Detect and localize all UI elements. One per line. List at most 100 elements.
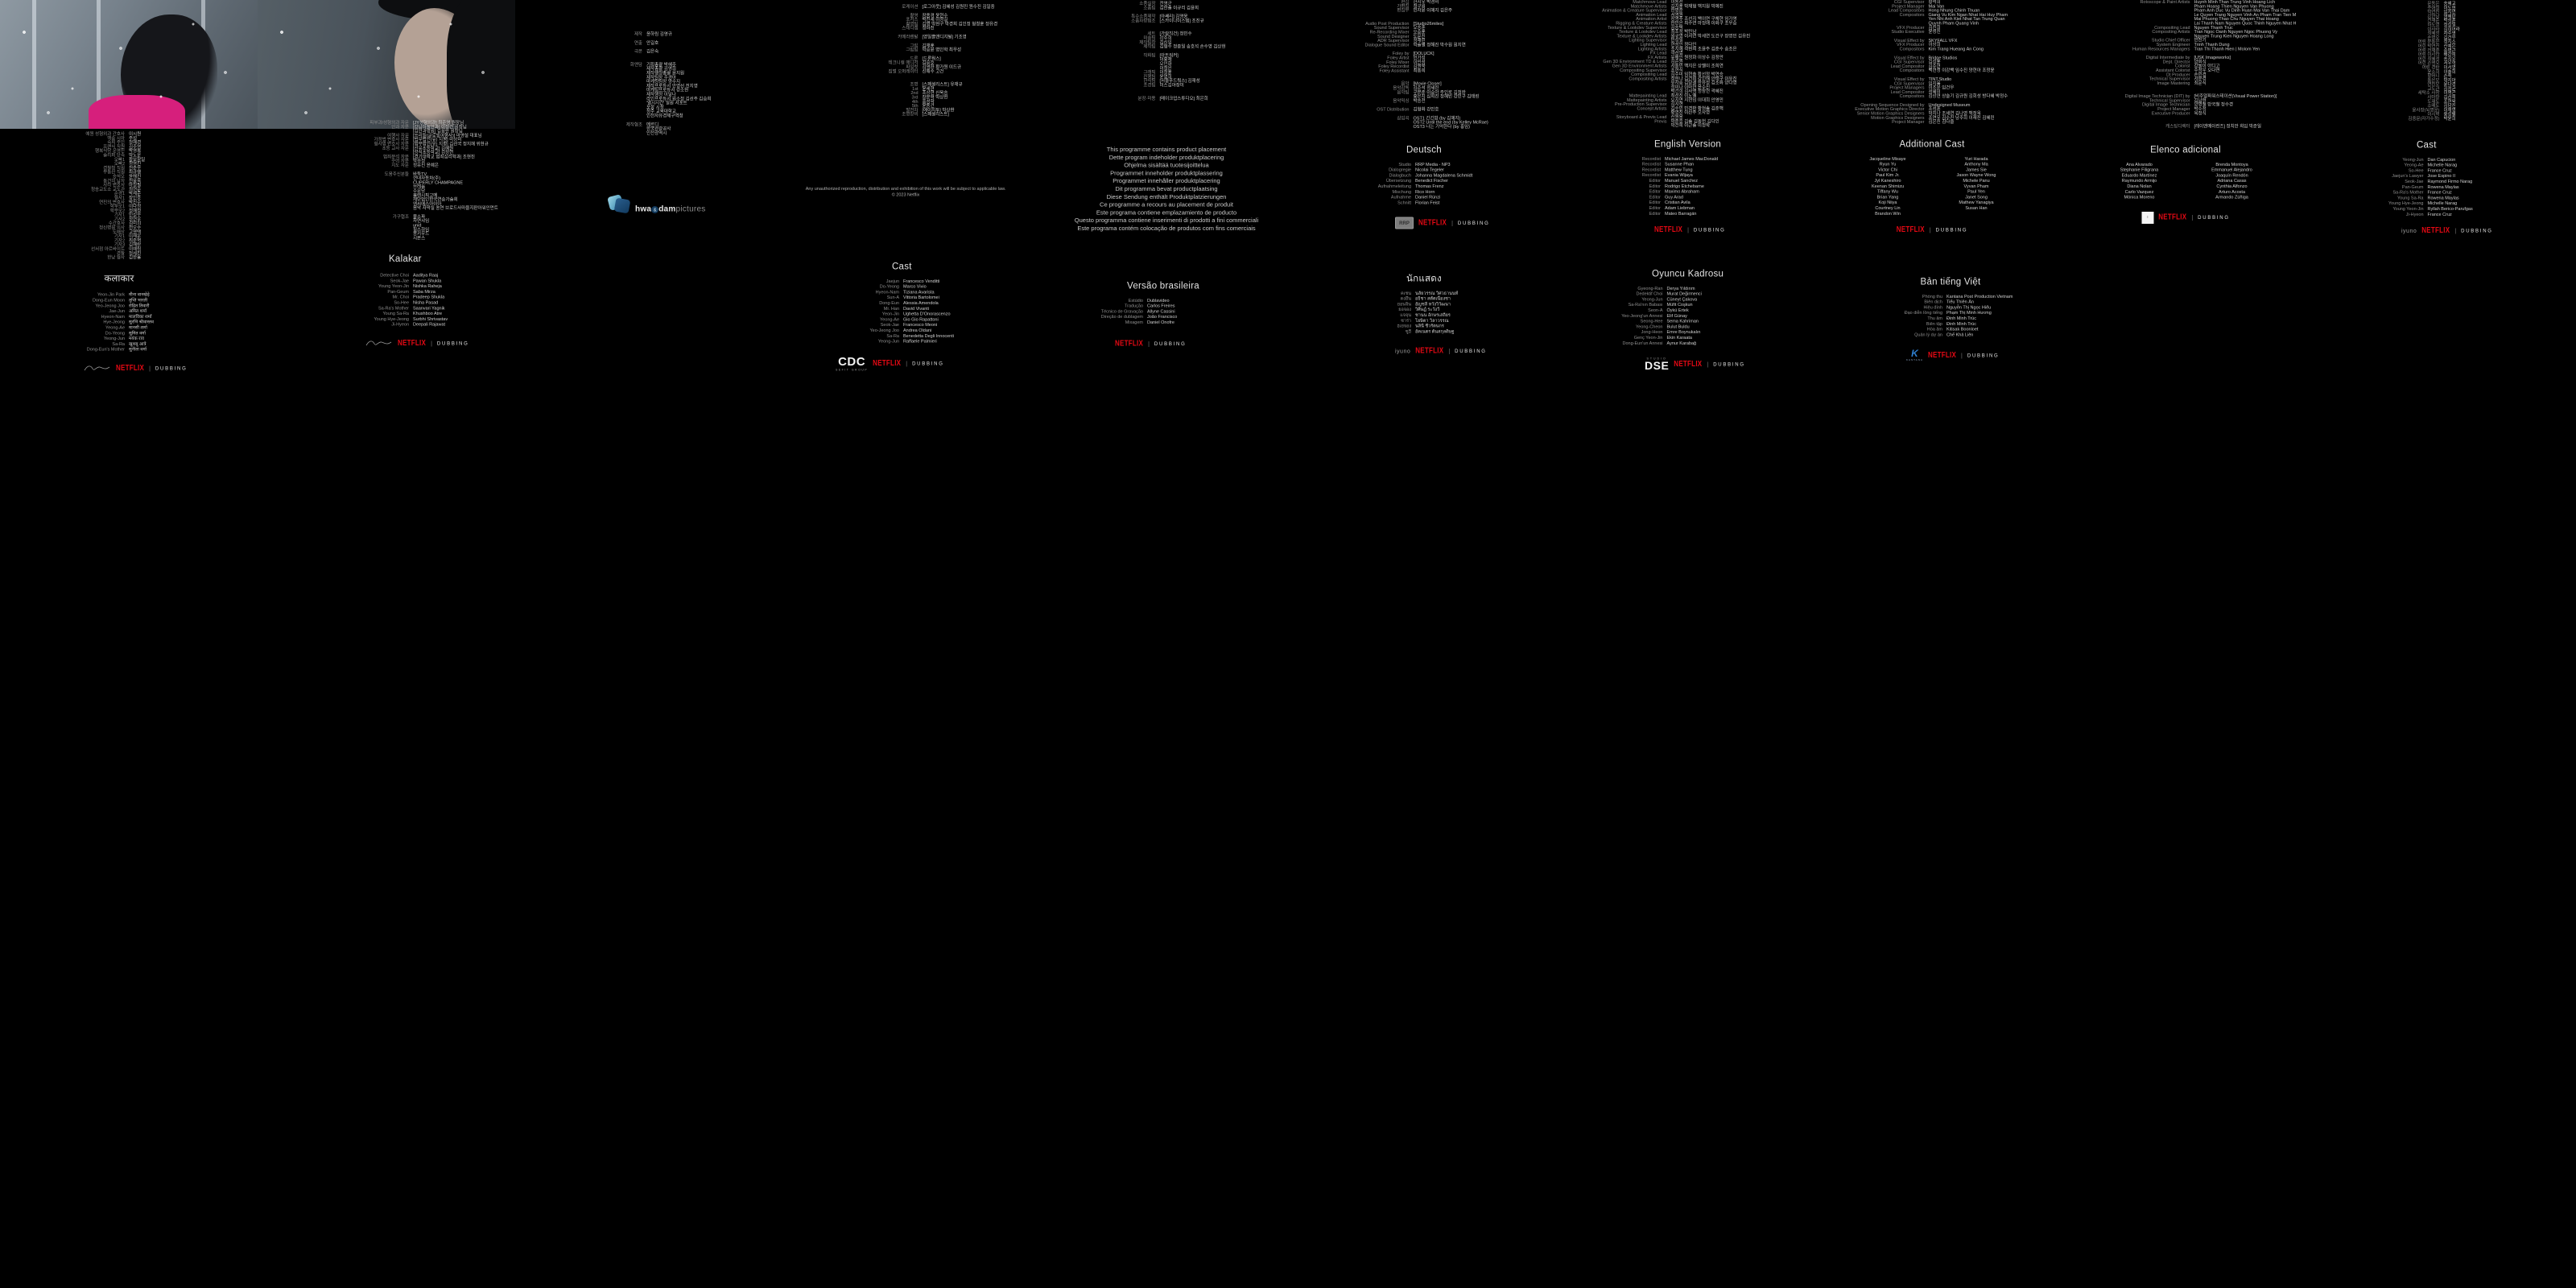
credit-name: '열시시간' 일원 서포트 bbox=[646, 101, 687, 106]
dubbing-credit-row: NETFLIX | DUBBING bbox=[1843, 225, 2021, 233]
credit-name: 윤성진 bbox=[1928, 29, 1941, 35]
credit-name: [아쎄리] 김영웅 bbox=[1159, 14, 1188, 19]
credit-row: 문동은 송혜교 bbox=[2357, 2, 2534, 6]
dubbing-label: DUBBING bbox=[2461, 228, 2493, 234]
credit-row: ยอนจิน อัญชลี หวังวิวัฒนา bbox=[1335, 302, 1560, 308]
credit-row: 지도 자문 정유진 윤예은 bbox=[296, 163, 562, 167]
credit-role: 사라 변호사 bbox=[103, 183, 125, 188]
credit-row: 윤소희 이솔희 bbox=[2357, 70, 2534, 74]
credit-name: Mónica Moreno bbox=[2124, 195, 2155, 200]
credit-row: Yeo-Jeong'un Annesi Elif Günay bbox=[1576, 313, 1810, 319]
credit-name: 김명 박현구 박경희 김인정 형청훈 정유경 bbox=[922, 21, 998, 27]
credit-role: VFX Producer bbox=[1896, 25, 1925, 31]
credit-name: Quynh Pham Quang Vinh bbox=[1928, 20, 1979, 26]
credit-name: Ughetta D'Onorascenzo bbox=[903, 312, 951, 317]
credit-row: Dong-Eun Moon तृप्ति भारती bbox=[47, 298, 236, 303]
credit-name-pair: Keenan Shimizu Vyvan Pham bbox=[1843, 184, 2021, 189]
credit-rows: Jaejun Francesco Venditti Do-Yeong Marco Vi… bbox=[836, 279, 1061, 345]
credit-name: Maximo Abraham bbox=[1665, 189, 1699, 195]
credit-name: मानसी शर्मा bbox=[129, 324, 147, 330]
credit-role: Foley Mixer bbox=[1386, 60, 1410, 65]
credit-name: 서영원 bbox=[1670, 12, 1683, 18]
credit-row: 포커스 박진세 이정길 bbox=[803, 18, 1041, 22]
credit-row: Senior Motion Graphics Designers 박지나 조세연 … bbox=[1729, 111, 2015, 116]
credit-row: 동건의 남자 전웅욱 bbox=[47, 179, 236, 183]
credit-role: 삽입곡 bbox=[1397, 115, 1410, 121]
credit-name: 불소파 bbox=[413, 214, 426, 220]
credit-name: 최문식 bbox=[2194, 80, 2207, 86]
credit-role: 교도관 bbox=[2427, 86, 2440, 92]
credit-role: 한낮 형사 bbox=[107, 255, 125, 261]
dubbing-label: DUBBING bbox=[912, 360, 944, 366]
dubbing-label: DUBBING bbox=[155, 365, 188, 371]
credit-row: 경찰 정세진 bbox=[47, 251, 236, 255]
credit-name: 민자윤 이혜지 김은주 bbox=[1413, 8, 1453, 14]
credit-row: Compositors Kim Trang Hueang An Cong bbox=[1729, 47, 2015, 51]
credit-role: 어린 경란 bbox=[2421, 64, 2440, 70]
credit-row: Animation Artist 장영추 조선지 백이연 구체현 임가영 bbox=[1472, 17, 1757, 21]
credit-name: 민가성 bbox=[1413, 55, 1426, 60]
credit-role: CGI Supervisor bbox=[1893, 80, 1925, 86]
credit-row: Editor Manuel Sanchez bbox=[1600, 178, 1810, 184]
credit-name: 제작행정 이달나 bbox=[646, 92, 676, 97]
credit-row: Visual Effect by Bridge Studios bbox=[1729, 56, 2015, 60]
credit-role: Sa-Ra bbox=[886, 333, 899, 339]
dubbing-label: DUBBING bbox=[1457, 220, 1490, 226]
credit-name: 김형화 강민호 bbox=[1413, 107, 1439, 113]
credit-name: Đinh Minh Trúc bbox=[1946, 321, 1976, 327]
credit-role: 촬영 bbox=[910, 13, 919, 19]
credit-row: Lighting Artists 조지혜 곽현희 조윤주 김준수 송조은 bbox=[1472, 47, 1757, 51]
credit-name: Mai Phuong Thao Chu Nguyen Thai Hoang bbox=[2194, 16, 2279, 22]
video-still bbox=[0, 0, 515, 129]
credit-role: Dong-Eun'un Annesi bbox=[1622, 341, 1663, 346]
credit-name: Susan Han bbox=[1965, 205, 1988, 211]
credit-name: 박영복 bbox=[129, 148, 142, 154]
credit-role: 박연진 bbox=[2427, 10, 2440, 15]
credit-name: João Francisco bbox=[1147, 314, 1178, 320]
credit-row: Concept Artists 김수민 민경환 황현솔 김준백 bbox=[1472, 106, 1757, 110]
credit-name: Jyl Kaneshiro bbox=[1874, 178, 1901, 184]
credit-role: Digital Intermediate by bbox=[2145, 55, 2190, 60]
credit-role: 연진의 변호사 bbox=[99, 200, 125, 205]
credit-name: Lai Thanh Nam Nguyen Quoc Thinh Nguyen N… bbox=[2194, 20, 2297, 26]
credit-name: 제작행정총괄 윤지원 bbox=[646, 70, 685, 76]
section-header: Cast bbox=[892, 261, 912, 271]
credit-row: 강현남 염혜란 bbox=[2357, 14, 2534, 19]
credit-role: Do-Yeong bbox=[105, 330, 125, 336]
credit-role: Genç Yeon-Jin bbox=[1633, 335, 1663, 341]
credit-role: แจจุน bbox=[1400, 312, 1411, 318]
credit-role: Seok-Jae bbox=[880, 322, 899, 328]
credit-role: Mischung bbox=[1392, 189, 1411, 195]
credit-role: Yeong-Jun bbox=[103, 336, 125, 341]
credit-name-pairs: Jacqueline Misaye Yuri Harada Ryun Yu Antho… bbox=[1843, 156, 2021, 217]
credit-name: 조현욱 bbox=[2443, 99, 2456, 105]
credit-row: 극본 김은숙 bbox=[554, 49, 727, 54]
credit-row: Yeon-Jin Ughetta D'Onorascenzo bbox=[836, 312, 1061, 317]
credit-name: [법무법인(유) 지평] 마상미 bbox=[413, 137, 462, 142]
credit-name: Rowena Maylas bbox=[2427, 195, 2459, 200]
credit-name: 최준혁 bbox=[129, 237, 142, 243]
credit-name: [스페셜리스트] 유재규 bbox=[922, 82, 963, 88]
credit-name: [USK Imageworks] bbox=[2194, 55, 2231, 60]
credit-role: Foley Assistant bbox=[1379, 68, 1410, 73]
credit-name: सुमित वर्मा bbox=[129, 330, 146, 336]
credit-name: Eduardo Martínez bbox=[2121, 172, 2157, 178]
credit-name: 현대자동차(주) bbox=[413, 175, 441, 181]
credit-name: 윤하림 김영규 bbox=[646, 31, 672, 37]
credit-name: Yen Nhi Anh Kiet Nhat Tan Trung Quan bbox=[1928, 16, 2005, 22]
credit-row: Editor Maximo Abraham bbox=[1600, 189, 1810, 195]
credit-rows: 소품실장 전영군 소품팀 김한솔 이규리 김윤희 특수소품제작 [아쎄리] 김영웅 소품차량… bbox=[1037, 2, 1282, 101]
credit-row: Schnitt Florian Feist bbox=[1335, 200, 1552, 206]
credit-row: Yeong-Ae Michelle Narag bbox=[2357, 163, 2574, 168]
credit-name: 손숙 bbox=[2443, 73, 2452, 79]
divider: | bbox=[2191, 214, 2194, 221]
credit-role: Recordist bbox=[1641, 172, 1661, 178]
credit-row: 오인화 bbox=[1037, 62, 1282, 66]
credit-role: 슬리퍼 단속 bbox=[103, 152, 125, 158]
credit-row: Compositing Supervisor 조현식 bbox=[1472, 68, 1757, 72]
credit-row: 청송교도소 교도관 최현준 bbox=[47, 188, 236, 192]
credit-role: DI Producer bbox=[2166, 72, 2190, 77]
credit-role: Seong-Hee bbox=[1640, 319, 1663, 324]
credit-row: 삽입곡 OST1 긴긴밤 (by 김혜지) bbox=[1262, 116, 1532, 120]
